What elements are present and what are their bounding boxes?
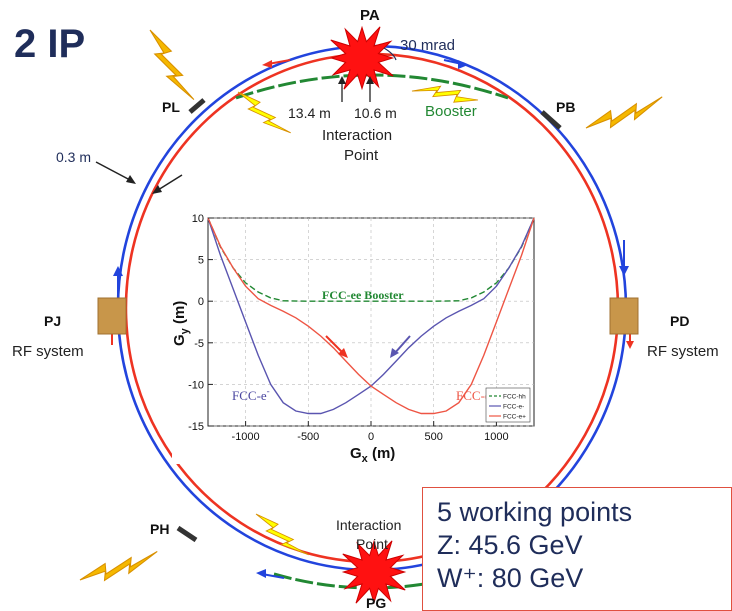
x-tick-label: 0: [368, 431, 374, 443]
arrow-electron-bottom-head: [256, 569, 266, 578]
ip-lightning-top-right: [411, 85, 479, 103]
layout-inset-chart: -1000 -500 0 500 1000 10 5 0 -5 -10 -15 Gx (m) Gy …: [171, 213, 540, 465]
point-label-pj: PJ: [44, 313, 61, 329]
distance-left: 13.4 m: [288, 105, 331, 121]
point-label-pb: PB: [556, 99, 575, 115]
rf-label-right: RF system: [647, 343, 719, 360]
y-tick-label: 0: [198, 296, 204, 308]
ip-bottom-line2: Point: [356, 536, 388, 552]
legend-entry: FCC-hh: [503, 394, 526, 401]
arrow-positron-top-head: [262, 60, 272, 68]
arrow-up-left-head: [113, 266, 123, 276]
y-tick-label: 10: [192, 213, 204, 225]
legend-entry: FCC-e-: [503, 404, 524, 411]
point-label-pl: PL: [162, 99, 180, 115]
info-line-2: Z: 45.6 GeV: [437, 530, 583, 560]
straight-section-ph: [176, 525, 198, 543]
ip-lightning-bottom-left: [255, 513, 309, 556]
annotation-e-minus: FCC-e-: [232, 386, 270, 403]
distance-right: 10.6 m: [354, 105, 397, 121]
chart-y-axis-label: Gy (m): [171, 301, 191, 346]
chart-series: [207, 217, 535, 415]
lightning-top-left: [149, 29, 195, 101]
chart-x-axis-label: Gx (m): [350, 445, 395, 465]
ip-bottom-line1: Interaction: [336, 517, 401, 533]
interaction-point-burst-bottom: [341, 539, 407, 605]
lightning-right: [585, 96, 663, 129]
point-label-pa: PA: [360, 7, 380, 24]
separation-arrow-inner-head: [152, 185, 162, 194]
info-line-3: W⁺: 80 GeV: [437, 563, 584, 593]
working-points-box: 5 working points Z: 45.6 GeV W⁺: 80 GeV: [422, 487, 732, 611]
crossing-angle-label: 30 mrad: [400, 37, 455, 54]
x-tick-label: -500: [297, 431, 319, 443]
chart-ticks: -1000 -500 0 500 1000 10 5 0 -5 -10 -15: [188, 213, 509, 443]
rf-label-left: RF system: [12, 343, 84, 360]
y-tick-label: -10: [188, 379, 204, 391]
rf-cavity-left: [97, 297, 127, 335]
separation-arrow-inner: [157, 174, 183, 191]
lightning-bottom-left: [79, 551, 158, 582]
series-line-fcc-e-: [207, 217, 535, 415]
point-label-ph: PH: [150, 521, 169, 537]
arrow-right-red-head: [626, 341, 634, 349]
interaction-point-burst-top: [329, 25, 395, 91]
annotation-booster: FCC-ee Booster: [322, 288, 404, 302]
ip-top-line2: Point: [344, 147, 379, 164]
arrow-electron-top-head: [458, 60, 468, 69]
ip-top-line1: Interaction: [322, 127, 392, 144]
separation-label: 0.3 m: [56, 149, 91, 165]
y-tick-label: -15: [188, 421, 204, 433]
legend-entry: FCC-e+: [503, 414, 526, 421]
booster-label: Booster: [425, 103, 477, 120]
point-label-pg: PG: [366, 595, 386, 611]
y-tick-label: -5: [194, 338, 204, 350]
chart-legend: FCC-hh FCC-e- FCC-e+: [485, 387, 531, 423]
separation-arrow-outer: [95, 161, 131, 181]
arrow-down-right-head: [619, 266, 629, 276]
ip-pointer-right-head: [366, 76, 374, 84]
direction-arrow-purple: [393, 335, 411, 355]
lightning-decorations: [79, 29, 663, 582]
info-line-1: 5 working points: [437, 497, 633, 527]
point-label-pd: PD: [670, 313, 689, 329]
separation-arrow-outer-head: [126, 175, 136, 184]
ip-pointer-left-head: [338, 76, 346, 84]
crossing-angle-arc: [383, 47, 397, 61]
direction-arrow-purple-head: [390, 348, 399, 358]
straight-section-pl: [188, 98, 206, 114]
x-tick-label: -1000: [232, 431, 260, 443]
slide-title: 2 IP: [14, 22, 86, 66]
x-tick-label: 500: [425, 431, 443, 443]
straight-section-pb: [540, 110, 562, 130]
x-tick-label: 1000: [484, 431, 508, 443]
series-line-fcc-hh: [207, 217, 535, 302]
y-tick-label: 5: [198, 255, 204, 267]
rf-cavity-right: [609, 297, 639, 335]
direction-arrow-red-head: [338, 348, 348, 358]
ip-lightning-top-left: [237, 91, 291, 134]
